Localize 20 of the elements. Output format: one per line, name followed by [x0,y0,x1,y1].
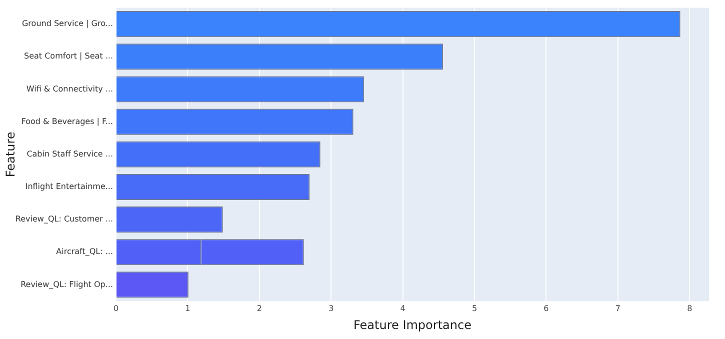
x-tick-label: 5 [472,304,478,313]
x-tick-label: 2 [256,304,262,313]
y-tick-label: Food & Beverages | F... [21,116,113,126]
y-tick-label: Wifi & Connectivity ... [26,84,113,94]
x-tick-label: 3 [328,304,334,313]
x-tick-label: 1 [185,304,190,313]
x-tick-label: 0 [113,304,119,313]
x-tick-label: 6 [544,304,549,313]
y-tick-label: Review_QL: Customer ... [15,214,113,224]
y-tick-label: Cabin Staff Service ... [26,149,113,158]
x-axis-title: Feature Importance [354,318,472,332]
x-tick-label: 4 [400,304,406,313]
x-tick-label: 7 [615,304,620,313]
y-tick-label: Seat Comfort | Seat ... [24,52,113,61]
x-tick-label: 8 [687,304,692,313]
y-tick-label: Inflight Entertainme... [25,182,113,192]
y-tick-label: Aircraft_QL: ... [56,247,113,256]
y-tick-label: Review_QL: Flight Op... [20,280,113,289]
y-axis-title: Feature [3,132,18,178]
y-tick-label: Ground Service | Gro... [22,19,113,28]
